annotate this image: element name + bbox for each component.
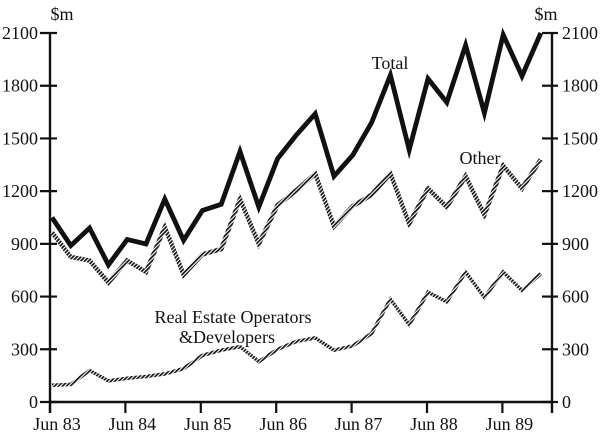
x-tick-label: Jun 83 [33,414,81,434]
y-tick-label-left: 300 [11,339,38,359]
unit-label-right: $m [534,4,557,24]
x-tick-label: Jun 85 [184,414,232,434]
series-label-other: Other [460,148,501,168]
series-line-total [50,27,543,270]
y-tick-label-right: 600 [562,287,589,307]
labels-layer: 0 0 300 300 600 600 900 900 1200 1200 1500 1500 1800… [2,4,598,434]
y-tick-label-left: 900 [11,234,38,254]
x-tick-label: Jun 87 [335,414,383,434]
series-layer [50,27,543,388]
y-tick-label-left: 0 [29,392,38,412]
y-tick-label-right: 1800 [562,76,598,96]
series-label-developers: &Developers [179,327,275,347]
y-tick-label-right: 1200 [562,181,598,201]
series-line-real-estate-operators-developers [51,268,542,388]
y-tick-label-left: 600 [11,287,38,307]
x-tick-label: Jun 88 [410,414,458,434]
y-tick-label-left: 1500 [2,128,38,148]
x-tick-label: Jun 84 [109,414,157,434]
y-tick-label-right: 300 [562,339,589,359]
y-tick-label-right: 0 [562,392,571,412]
series-line-other [50,158,543,286]
series-label-real-estate-operators: Real Estate Operators [155,307,312,327]
y-tick-label-right: 1500 [562,128,598,148]
y-tick-label-right: 2100 [562,23,598,43]
y-tick-label-left: 2100 [2,23,38,43]
series-label-total: Total [372,53,409,73]
y-tick-label-left: 1800 [2,76,38,96]
x-tick-label: Jun 89 [486,414,534,434]
y-tick-label-left: 1200 [2,181,38,201]
x-tick-label: Jun 86 [259,414,307,434]
unit-label-left: $m [50,4,73,24]
axes-layer [40,31,558,413]
y-tick-label-right: 900 [562,234,589,254]
